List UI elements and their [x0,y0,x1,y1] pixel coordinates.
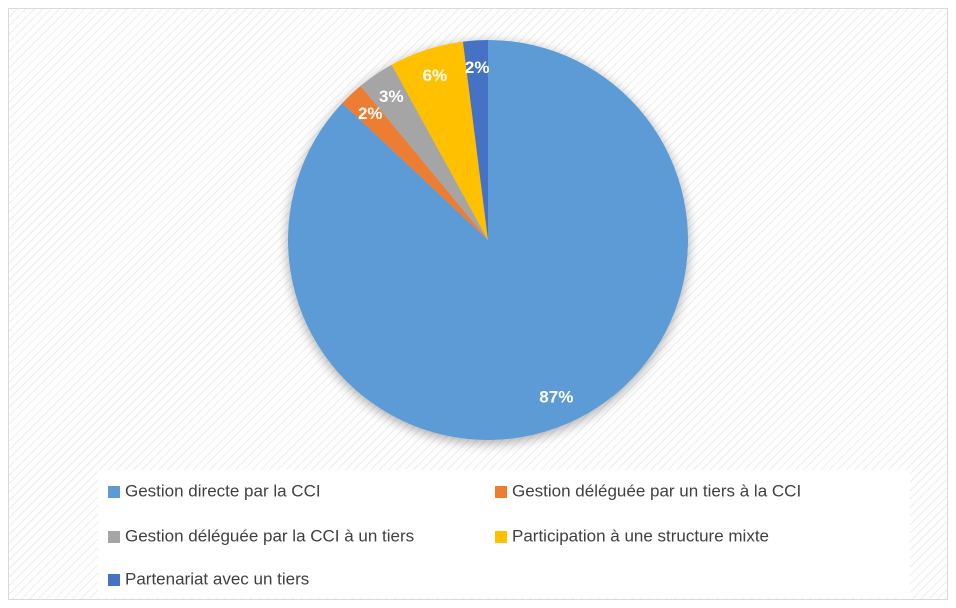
pie-slice [462,40,488,240]
legend-swatch [495,531,507,543]
legend-label: Gestion déléguée par un tiers à la CCI [512,481,801,500]
legend-label: Gestion déléguée par la CCI à un tiers [125,526,414,545]
pie-slice [391,41,488,241]
legend-label: Gestion directe par la CCI [125,481,321,500]
pie [287,40,689,440]
data-label: 2% [358,104,383,123]
legend-label: Participation à une structure mixte [512,526,769,545]
data-label: 3% [379,87,404,106]
legend-swatch [108,531,120,543]
pie-slice [342,85,488,240]
legend-swatch [108,574,120,586]
legend-label: Partenariat avec un tiers [125,569,309,588]
data-label: 87% [539,387,573,406]
legend-swatch [495,486,507,498]
pie-slice [360,64,488,240]
legend: Gestion directe par la CCI Gestion délégu… [108,481,801,588]
legend-swatch [108,486,120,498]
data-label: 6% [423,66,448,85]
data-labels: 87%2%3%6% 2% [358,58,573,407]
data-label: 2% [465,58,490,77]
